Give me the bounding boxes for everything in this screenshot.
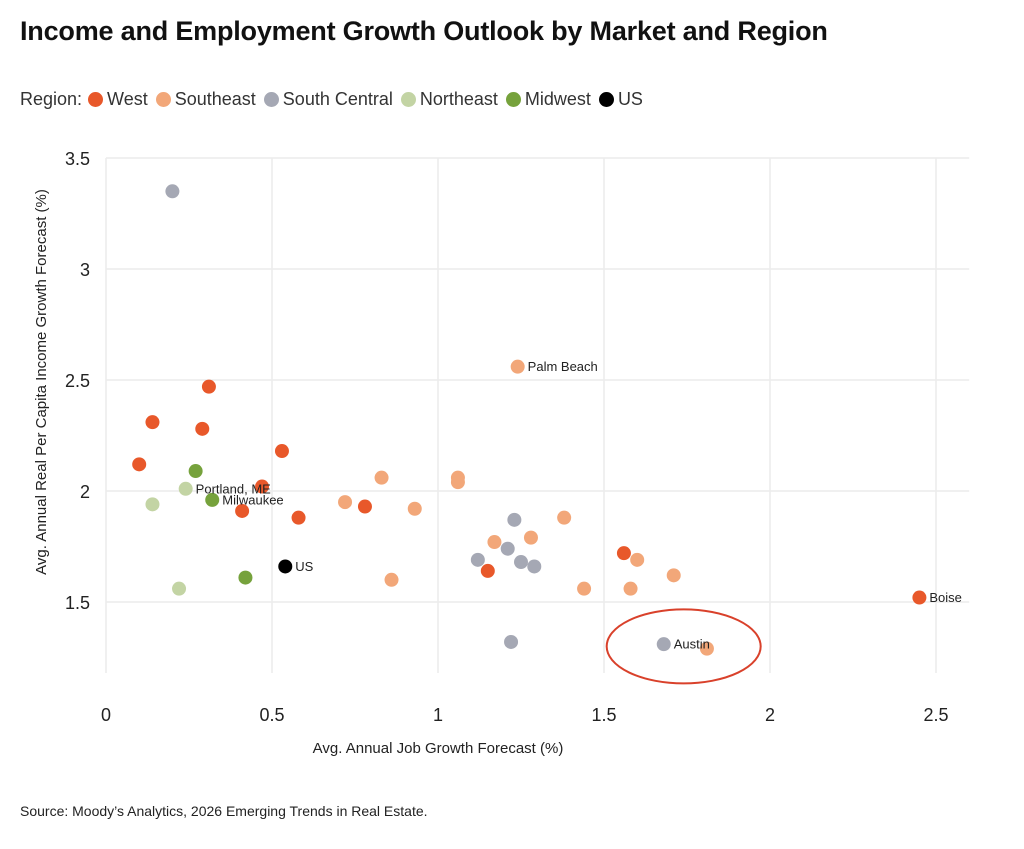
- data-points: [132, 184, 927, 656]
- data-point: [450, 475, 465, 490]
- data-point: [235, 503, 250, 518]
- legend-text-northeast: Northeast: [419, 89, 498, 109]
- y-axis-title: Avg. Annual Real Per Capita Income Growt…: [33, 189, 50, 575]
- data-point: [178, 481, 193, 496]
- data-point: [912, 590, 927, 605]
- legend-swatch-southeast: [155, 92, 171, 107]
- legend-item-us[interactable]: US: [598, 89, 643, 110]
- legend-text-southeast: Southeast: [174, 89, 256, 109]
- data-point: [630, 552, 645, 567]
- data-point: [274, 444, 289, 459]
- data-point: [195, 421, 210, 436]
- y-axis-ticks: 1.5 2 2.5 3 3.5: [65, 149, 90, 613]
- data-point: [205, 492, 220, 507]
- data-point: [255, 479, 270, 494]
- legend-swatch-south-central: [263, 92, 279, 107]
- data-point: [291, 510, 306, 525]
- data-point: [165, 184, 180, 199]
- data-point: [699, 641, 714, 656]
- x-tick-label: 0: [101, 705, 111, 725]
- legend-swatch-west: [88, 92, 104, 107]
- y-tick-label: 2: [80, 482, 90, 502]
- data-point: [507, 512, 522, 527]
- x-tick-label: 2: [765, 705, 775, 725]
- legend-text-south-central: South Central: [282, 89, 393, 109]
- x-tick-label: 1: [433, 705, 443, 725]
- data-point: [470, 552, 485, 567]
- highlight-ellipse: [605, 608, 762, 685]
- data-point: [504, 634, 519, 649]
- data-point: [132, 457, 147, 472]
- legend-item-southeast[interactable]: Southeast: [155, 89, 256, 110]
- legend-swatch-us: [598, 92, 614, 107]
- point-label: Milwaukee: [222, 492, 283, 507]
- legend-text-midwest: Midwest: [524, 89, 591, 109]
- point-label: Portland, ME: [196, 481, 271, 496]
- x-tick-label: 1.5: [591, 705, 616, 725]
- legend-label: Region:: [20, 89, 83, 109]
- data-point: [510, 359, 525, 374]
- point-label: US: [295, 559, 313, 574]
- data-point: [338, 495, 353, 510]
- data-point: [523, 530, 538, 545]
- x-tick-label: 0.5: [259, 705, 284, 725]
- x-tick-label: 2.5: [923, 705, 948, 725]
- legend-item-midwest[interactable]: Midwest: [505, 89, 591, 110]
- data-point: [480, 563, 495, 578]
- legend: Region: West Southeast South Central Nor…: [20, 89, 651, 110]
- data-point: [357, 499, 372, 514]
- y-tick-label: 3.5: [65, 149, 90, 169]
- source-note: Source: Moody’s Analytics, 2026 Emerging…: [20, 803, 428, 819]
- point-label: Palm Beach: [528, 359, 598, 374]
- x-axis-title: Avg. Annual Job Growth Forecast (%): [313, 740, 564, 757]
- chart-title: Income and Employment Growth Outlook by …: [20, 16, 828, 46]
- data-point: [374, 470, 389, 485]
- data-point: [487, 535, 502, 550]
- data-point: [145, 497, 160, 512]
- legend-item-west[interactable]: West: [88, 89, 148, 110]
- x-axis-ticks: 0 0.5 1 1.5 2 2.5: [101, 705, 949, 725]
- legend-item-south-central[interactable]: South Central: [263, 89, 393, 110]
- data-point: [172, 581, 187, 596]
- legend-item-northeast[interactable]: Northeast: [400, 89, 498, 110]
- data-point: [384, 572, 399, 587]
- legend-text-us: US: [617, 89, 643, 109]
- gridlines: [105, 157, 970, 674]
- data-point: [666, 568, 681, 583]
- data-point: [557, 510, 572, 525]
- data-point: [656, 637, 671, 652]
- data-point: [527, 559, 542, 574]
- point-label: Austin: [674, 637, 710, 652]
- data-point: [188, 464, 203, 479]
- data-point: [145, 415, 160, 430]
- legend-swatch-northeast: [400, 92, 416, 107]
- data-point: [201, 379, 216, 394]
- data-point: [623, 581, 638, 596]
- data-point: [616, 546, 631, 561]
- data-point: [500, 541, 515, 556]
- y-tick-label: 3: [80, 260, 90, 280]
- data-point: [514, 555, 528, 570]
- y-tick-label: 2.5: [65, 371, 90, 391]
- data-point: [278, 559, 293, 574]
- y-tick-label: 1.5: [65, 593, 90, 613]
- data-point: [238, 570, 253, 585]
- legend-swatch-midwest: [505, 92, 521, 107]
- data-point: [407, 501, 422, 516]
- data-point: [577, 581, 592, 596]
- point-label: Boise: [929, 590, 962, 605]
- legend-text-west: West: [107, 89, 148, 109]
